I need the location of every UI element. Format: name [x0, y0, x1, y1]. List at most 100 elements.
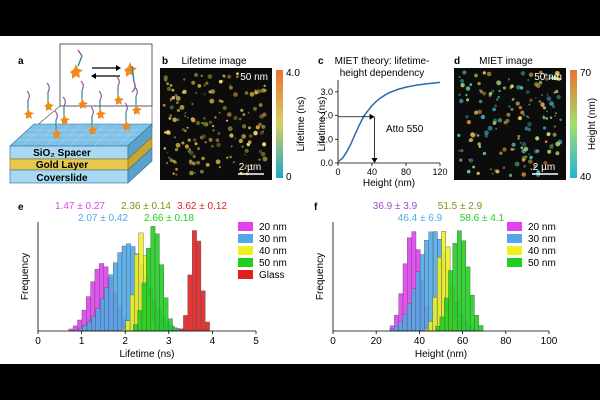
image-spot: [465, 86, 471, 91]
lifetime-image-scale-label: 50 nm: [240, 72, 268, 83]
image-spot: [169, 158, 174, 163]
image-spot: [244, 164, 248, 168]
legend-swatch: [238, 222, 253, 231]
hist-bar: [448, 270, 454, 332]
image-spot: [529, 98, 533, 102]
image-spot: [211, 144, 214, 148]
legend-label: 40 nm: [528, 246, 556, 257]
lifetime-image-spots: [162, 72, 268, 176]
image-spot: [478, 145, 481, 148]
legend-label: Glass: [259, 270, 285, 281]
image-spot: [222, 74, 226, 78]
c-ticks: 0 40 80 120 0.0 1.0 2.0 3.0: [320, 87, 447, 177]
image-spot: [168, 117, 172, 120]
image-spot: [469, 83, 473, 86]
image-spot: [469, 138, 474, 142]
image-spot: [205, 163, 210, 167]
hist-bar: [432, 297, 438, 332]
hist-ylabel: Frequency: [315, 253, 326, 300]
hist-bar: [428, 231, 434, 332]
legend-label: 40 nm: [259, 246, 287, 257]
hist-x-tick-label: 4: [210, 336, 216, 347]
image-spot: [196, 160, 201, 165]
image-spot: [162, 103, 166, 107]
image-spot: [536, 170, 541, 174]
image-spot: [528, 159, 533, 164]
image-spot: [233, 115, 238, 121]
image-spot: [255, 125, 260, 130]
image-spot: [472, 165, 475, 169]
image-spot: [484, 130, 489, 135]
legend-swatch: [507, 258, 522, 267]
hist-bar: [444, 297, 449, 332]
image-spot: [503, 120, 508, 125]
linker-tail: [90, 106, 94, 117]
image-spot: [526, 115, 528, 118]
image-spot: [207, 74, 213, 79]
image-spot: [189, 160, 194, 165]
height-colorbar-max: 70: [580, 68, 592, 79]
image-spot: [230, 145, 233, 148]
image-spot: [172, 172, 175, 175]
image-spot: [487, 125, 493, 131]
panel-a-letter: a: [18, 56, 24, 67]
image-spot: [253, 130, 258, 136]
hist-bar: [402, 314, 408, 332]
image-spot: [193, 171, 197, 174]
image-spot: [547, 149, 552, 154]
panel-c-letter: c: [318, 56, 324, 67]
image-spot: [538, 100, 542, 103]
dye-molecule-icon: [70, 49, 83, 79]
c-x-tick-label: 80: [401, 167, 411, 177]
image-spot: [197, 84, 202, 88]
panel-b: b Lifetime image 50 nm 2 µm 4.0 0 Lifeti…: [160, 56, 307, 183]
image-spot: [525, 155, 528, 158]
image-spot: [523, 114, 526, 117]
image-spot: [238, 138, 243, 144]
hist-bar: [406, 303, 412, 332]
layer-coverslide-label: Coverslide: [36, 173, 88, 184]
image-spot: [163, 147, 166, 150]
hist-bar: [187, 274, 193, 332]
hist-bar: [398, 321, 404, 332]
image-spot: [498, 89, 501, 93]
height-colorbar-label: Height (nm): [587, 98, 598, 150]
image-spot: [168, 156, 171, 159]
hist-x-tick-label: 3: [166, 336, 172, 347]
image-spot: [217, 132, 221, 135]
legend-label: 20 nm: [259, 222, 287, 233]
image-spot: [527, 79, 529, 81]
image-spot: [227, 126, 233, 132]
image-spot: [258, 158, 261, 161]
image-spot: [460, 83, 465, 88]
image-spot: [527, 121, 532, 127]
image-spot: [202, 121, 208, 127]
fluorophore-icon: [78, 98, 88, 109]
image-spot: [169, 84, 173, 87]
image-spot: [491, 89, 495, 93]
image-spot: [546, 110, 548, 113]
hist-x-tick-label: 40: [414, 336, 426, 347]
image-spot: [229, 84, 232, 86]
image-spot: [218, 99, 222, 103]
image-spot: [471, 133, 476, 138]
image-spot: [176, 108, 181, 112]
image-spot: [262, 156, 268, 162]
image-spot: [544, 73, 548, 77]
linker-tail: [80, 80, 84, 91]
hist-x-tick-label: 5: [253, 336, 259, 347]
image-spot: [507, 78, 510, 81]
image-spot: [187, 116, 189, 119]
hist-bar: [95, 308, 101, 332]
image-spot: [261, 124, 266, 129]
image-spot: [242, 113, 246, 117]
hist-bar: [204, 321, 210, 332]
image-spot: [173, 136, 176, 139]
image-spot: [238, 117, 242, 121]
height-colorbar-min: 40: [580, 172, 592, 183]
hist-bar: [172, 327, 178, 332]
image-spot: [200, 169, 204, 174]
hist-bar: [82, 325, 88, 332]
image-spot: [253, 106, 257, 111]
